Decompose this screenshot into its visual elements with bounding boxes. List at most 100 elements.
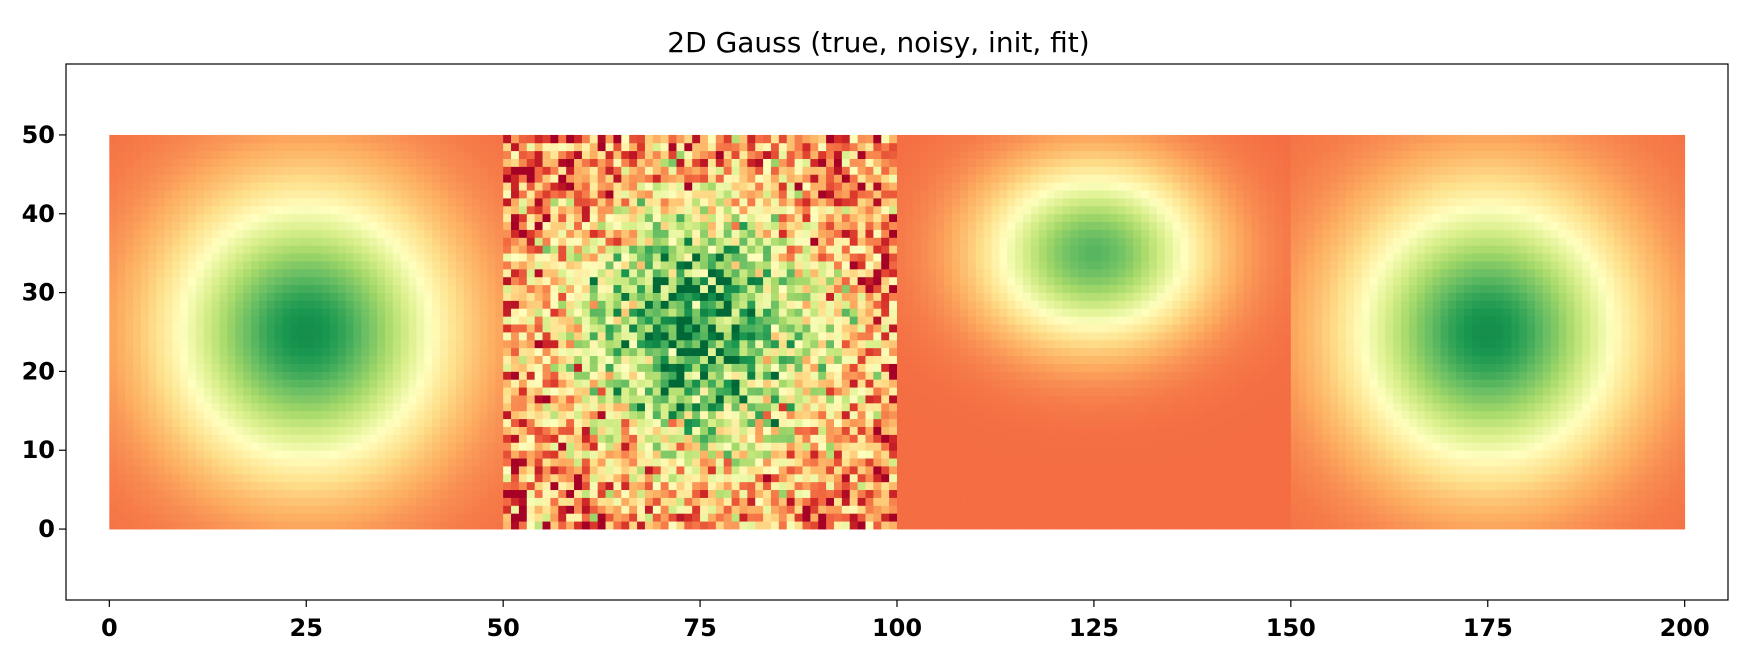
heatmap-cell (416, 418, 425, 427)
heatmap-cell (511, 158, 520, 167)
heatmap-cell (322, 253, 331, 262)
heatmap-cell (109, 261, 118, 270)
heatmap-cell (329, 237, 339, 246)
heatmap-cell (148, 489, 157, 498)
heatmap-cell (503, 410, 512, 420)
heatmap-cell (377, 418, 386, 427)
heatmap-cell (235, 245, 244, 254)
heatmap-cell (353, 316, 362, 325)
heatmap-cell (117, 134, 126, 144)
heatmap-cell (558, 158, 567, 167)
heatmap-cell (723, 347, 732, 357)
heatmap-cell (369, 339, 378, 349)
heatmap-cell (715, 276, 725, 286)
heatmap-cell (211, 316, 220, 325)
heatmap-cell (865, 308, 874, 317)
heatmap-cell (613, 466, 622, 475)
heatmap-cell (487, 371, 496, 380)
heatmap-cell (243, 276, 252, 286)
heatmap-cell (282, 276, 291, 286)
heatmap-cell (786, 363, 796, 372)
heatmap-cell (613, 190, 622, 199)
heatmap-cell (195, 213, 205, 223)
heatmap-cell (266, 347, 276, 357)
heatmap-cell (243, 182, 252, 191)
heatmap-cell (408, 300, 417, 309)
heatmap-cell (180, 324, 189, 333)
heatmap-cell (534, 402, 543, 412)
heatmap-cell (613, 166, 622, 175)
heatmap-cell (172, 237, 181, 246)
heatmap-cell (148, 261, 157, 270)
heatmap-cell (668, 134, 677, 144)
heatmap-cell (148, 513, 157, 522)
heatmap-cell (258, 363, 268, 372)
heatmap-cell (243, 213, 252, 223)
heatmap-cell (164, 276, 173, 286)
heatmap-cell (526, 142, 536, 152)
heatmap-cell (786, 466, 796, 475)
heatmap-cell (156, 229, 165, 238)
heatmap-cell (589, 174, 599, 183)
heatmap-cell (873, 387, 882, 396)
heatmap-cell (211, 395, 220, 404)
heatmap-cell (700, 339, 709, 349)
heatmap-cell (731, 308, 740, 317)
heatmap-cell (188, 497, 197, 506)
heatmap-cell (637, 198, 646, 207)
heatmap-cell (274, 221, 284, 230)
heatmap-cell (440, 182, 449, 191)
heatmap-cell (794, 426, 803, 435)
heatmap-cell (684, 363, 693, 372)
heatmap-cell (589, 245, 599, 254)
heatmap-cell (589, 308, 599, 317)
heatmap-cell (180, 458, 189, 467)
heatmap-cell (219, 245, 228, 254)
heatmap-cell (566, 268, 575, 278)
heatmap-cell (164, 182, 173, 191)
heatmap-cell (322, 521, 331, 530)
heatmap-cell (290, 174, 299, 183)
heatmap-cell (755, 237, 764, 246)
heatmap-cell (266, 268, 276, 278)
heatmap-cell (495, 418, 504, 427)
heatmap-cell (763, 237, 772, 246)
heatmap-cell (723, 134, 732, 144)
heatmap-cell (203, 261, 213, 270)
heatmap-cell (841, 190, 851, 199)
heatmap-cell (518, 521, 528, 530)
heatmap-cell (692, 402, 701, 412)
heatmap-cell (188, 284, 197, 293)
heatmap-cell (597, 245, 606, 254)
heatmap-cell (865, 229, 874, 238)
heatmap-cell (109, 418, 118, 427)
heatmap-cell (298, 166, 307, 175)
heatmap-cell (251, 150, 260, 159)
heatmap-cell (479, 434, 488, 443)
heatmap-cell (487, 426, 496, 435)
heatmap-cell (455, 434, 465, 443)
heatmap-cell (550, 158, 559, 167)
heatmap-cell (432, 284, 441, 293)
heatmap-cell (219, 450, 228, 459)
heatmap-cell (400, 221, 410, 230)
heatmap-cell (542, 363, 551, 372)
heatmap-cell (518, 442, 528, 451)
heatmap-cell (684, 489, 693, 498)
heatmap-cell (235, 473, 244, 483)
heatmap-cell (495, 402, 504, 412)
heatmap-cell (755, 245, 764, 254)
heatmap-cell (637, 371, 646, 380)
heatmap-cell (345, 198, 354, 207)
heatmap-cell (794, 245, 803, 254)
heatmap-cell (841, 505, 851, 514)
heatmap-cell (550, 292, 559, 301)
heatmap-cell (849, 292, 859, 301)
heatmap-cell (164, 174, 173, 183)
heatmap-cell (621, 410, 630, 420)
heatmap-cell (810, 363, 819, 372)
heatmap-cell (140, 466, 150, 475)
heatmap-cell (558, 261, 567, 270)
heatmap-cell (503, 402, 512, 412)
heatmap-cell (550, 521, 559, 530)
